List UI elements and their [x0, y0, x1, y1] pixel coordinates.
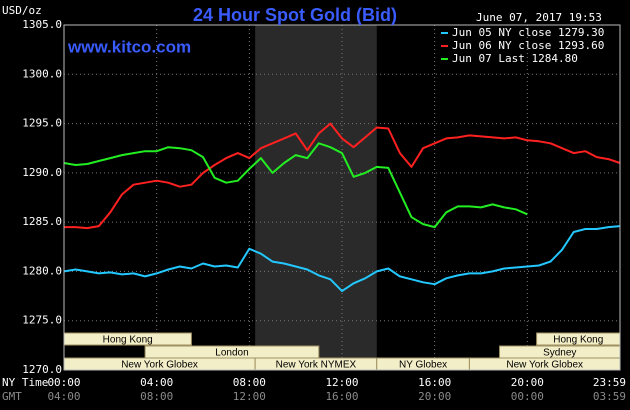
y-tick-label: 1295.0 [22, 117, 62, 130]
x2-tick-label: 20:00 [418, 390, 451, 403]
x2-tick-label: 16:00 [325, 390, 358, 403]
x-tick-label: 20:00 [511, 376, 544, 389]
x-axis-label: NY Time [2, 376, 48, 389]
x-tick-label: 12:00 [325, 376, 358, 389]
session-label: Hong Kong [553, 335, 603, 346]
x2-tick-label: 12:00 [233, 390, 266, 403]
session-layer: Hong Kong London New York Globex New York N… [63, 332, 621, 371]
x2-tick-label: 03:59 [593, 390, 626, 403]
legend-label: Jun 07 Last 1284.80 [452, 52, 578, 65]
x-tick-label: 23:59 [593, 376, 626, 389]
session-label: NY Globex [399, 360, 447, 371]
y-tick-label: 1290.0 [22, 166, 62, 179]
price-line [63, 225, 621, 293]
x2-tick-label: 04:00 [47, 390, 80, 403]
shade-layer [255, 25, 377, 370]
y-tick-label: 1275.0 [22, 314, 62, 327]
y-axis-label: USD/oz [2, 4, 42, 17]
y-tick-label: 1300.0 [22, 67, 62, 80]
x-tick-label: 00:00 [47, 376, 80, 389]
x2-axis-label: GMT [2, 390, 22, 403]
price-line [64, 122, 621, 230]
y-tick-label: 1285.0 [22, 215, 62, 228]
session-label: Hong Kong [103, 335, 153, 346]
y-tick-label: 1270.0 [22, 363, 62, 376]
trading-hours-shade [255, 25, 377, 370]
x-tick-label: 08:00 [233, 376, 266, 389]
session-label: London [215, 348, 248, 359]
site-label: www.kitco.com [67, 37, 191, 56]
chart-title: 24 Hour Spot Gold (Bid) [193, 5, 397, 25]
y-tick-label: 1280.0 [22, 264, 62, 277]
line-layer [63, 122, 621, 293]
y-tick-label: 1305.0 [22, 18, 62, 31]
plot-frame [63, 24, 621, 371]
legend-label: Jun 05 NY close 1279.30 [452, 26, 604, 39]
x-tick-label: 16:00 [418, 376, 451, 389]
x2-tick-label: 08:00 [140, 390, 173, 403]
session-label: New York Globex [506, 360, 583, 371]
legend-label: Jun 06 NY close 1293.60 [452, 39, 604, 52]
session-label: Sydney [543, 348, 576, 359]
price-line [63, 142, 528, 229]
timestamp: June 07, 2017 19:53 [476, 11, 602, 24]
x-tick-label: 04:00 [140, 376, 173, 389]
session-label: New York Globex [121, 360, 198, 371]
session-label: New York NYMEX [276, 360, 357, 371]
x2-tick-label: 00:00 [511, 390, 544, 403]
